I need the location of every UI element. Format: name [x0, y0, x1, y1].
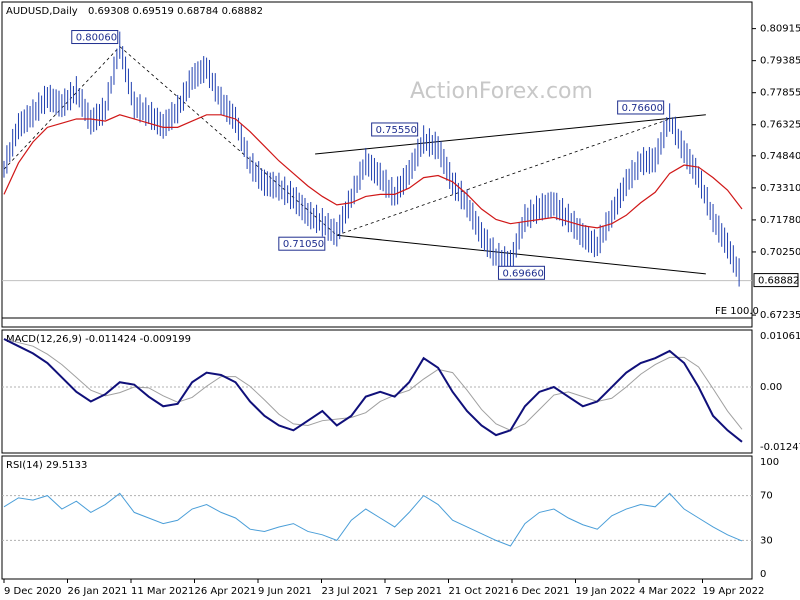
price-tick-label: 0.76325: [760, 120, 800, 131]
x-tick-label: 19 Apr 2022: [703, 586, 765, 597]
moving-average-line: [3, 114, 743, 229]
price-tick-label: 0.80915: [760, 24, 800, 35]
annotation-box: [497, 265, 545, 280]
rsi-tick-label: 100: [760, 457, 779, 468]
last-price-label: 0.68882: [758, 276, 799, 287]
price-title: AUDUSD,Daily: [6, 6, 78, 17]
annotation-box: [71, 30, 119, 45]
price-tick-label: 0.71780: [760, 215, 800, 226]
x-tick-label: 6 Dec 2021: [512, 586, 570, 597]
x-tick-label: 19 Jan 2022: [576, 586, 636, 597]
price-annotations: 0.80060 0.75550 0.71050 0.69660 0.76600: [71, 30, 665, 280]
watermark: ActionForex.com: [410, 79, 593, 104]
x-tick-label: 26 Apr 2021: [195, 586, 257, 597]
rsi-panel-frame: [1, 455, 753, 580]
price-axis: 0.80915 0.79385 0.77855 0.76325 0.74840 0.733…: [752, 24, 800, 321]
x-axis: 9 Dec 2020 26 Jan 2021 11 Mar 2021 26 Apr 2…: [3, 579, 765, 597]
annotation-label: 0.75550: [376, 125, 417, 136]
price-tick-label: 0.70250: [760, 247, 800, 258]
rsi-tick-label: 70: [760, 491, 773, 502]
upper-channel-line: [315, 114, 706, 155]
x-tick-label: 26 Jan 2021: [68, 586, 128, 597]
annotation-label: 0.80060: [76, 33, 117, 44]
macd-axis: 0.010617 0.00 -0.012474: [760, 331, 800, 453]
macd-panel-frame: [1, 329, 753, 454]
price-grid: [2, 280, 752, 319]
swing-line-3: [336, 118, 670, 236]
macd-tick-label: -0.012474: [760, 442, 800, 453]
lower-channel-line: [336, 234, 706, 275]
price-bars: [3, 31, 740, 287]
x-tick-label: 11 Mar 2021: [131, 586, 194, 597]
annotation-label: 0.69660: [502, 268, 543, 279]
rsi-indicator: [2, 492, 752, 547]
macd-line: [3, 338, 743, 443]
annotation-label: 0.71050: [283, 239, 324, 250]
annotation-box: [617, 100, 665, 115]
price-ohlc: 0.69308 0.69519 0.68784 0.68882: [88, 6, 263, 17]
moving-average: [3, 114, 743, 229]
macd-indicator: [2, 338, 752, 443]
annotation-box: [278, 236, 326, 251]
rsi-axis: 100 70 30 0: [760, 457, 779, 580]
x-tick-label: 9 Dec 2020: [4, 586, 62, 597]
annotation-label: 0.76600: [622, 103, 663, 114]
macd-signal-line: [3, 338, 743, 431]
macd-tick-label: 0.010617: [760, 331, 800, 342]
macd-label: MACD(12,26,9) -0.011424 -0.009199: [6, 334, 191, 345]
x-tick-label: 7 Sep 2021: [385, 586, 442, 597]
price-tick-label: 0.67235: [760, 310, 800, 321]
x-tick-label: 4 Mar 2022: [639, 586, 696, 597]
last-price-box: [753, 273, 799, 288]
rsi-tick-label: 0: [760, 569, 766, 580]
macd-tick-label: 0.00: [760, 382, 782, 393]
price-tick-label: 0.77855: [760, 88, 800, 99]
x-tick-label: 21 Oct 2021: [449, 586, 511, 597]
rsi-tick-label: 30: [760, 535, 773, 546]
x-tick-label: 9 Jun 2021: [258, 586, 312, 597]
price-tick-label: 0.79385: [760, 56, 800, 67]
x-tick-label: 23 Jul 2021: [322, 586, 379, 597]
annotation-box: [371, 122, 419, 137]
rsi-line: [3, 492, 743, 547]
fe-label: FE 100.0: [715, 306, 759, 317]
rsi-label: RSI(14) 29.5133: [6, 460, 87, 471]
price-tick-label: 0.74840: [760, 151, 800, 162]
price-tick-label: 0.73310: [760, 183, 800, 194]
